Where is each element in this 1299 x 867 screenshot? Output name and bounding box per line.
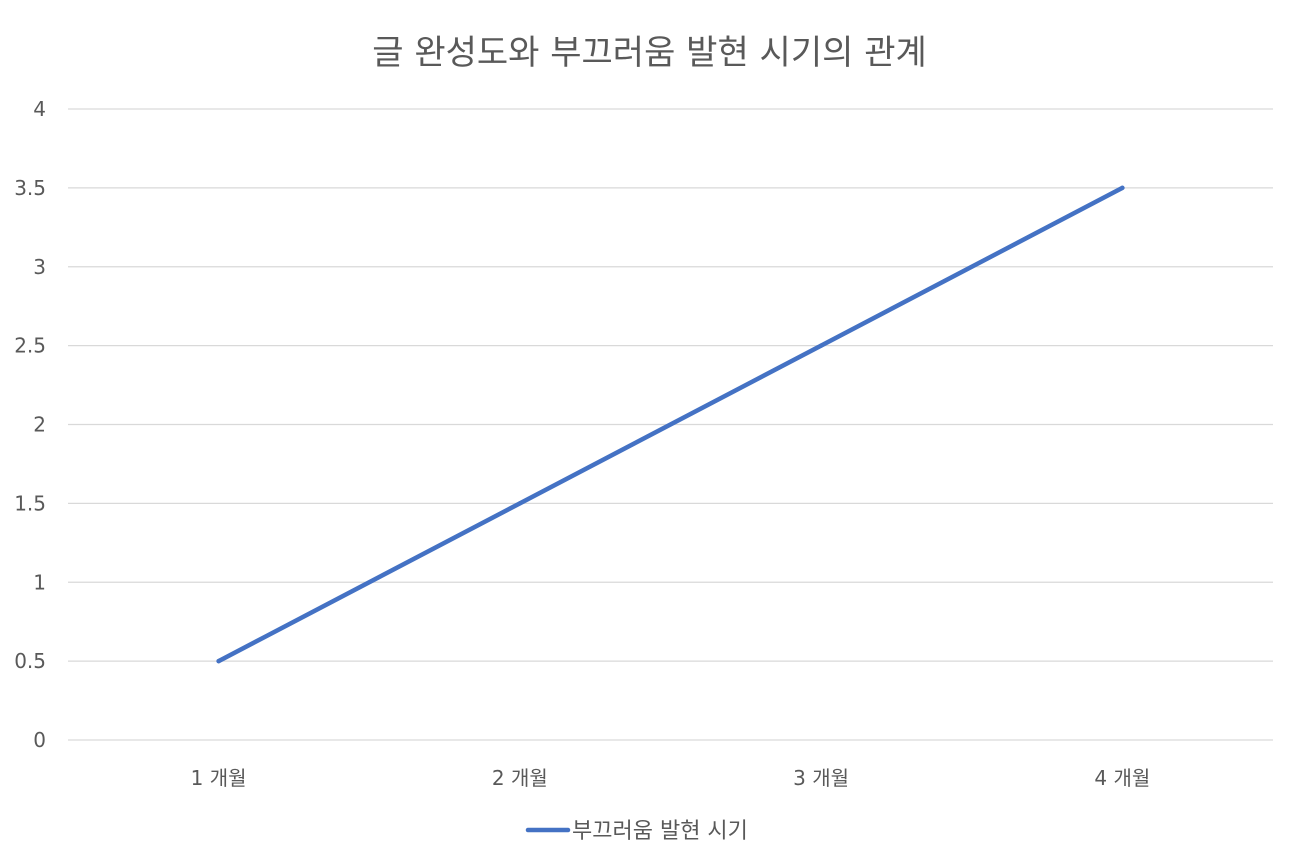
y-tick-label: 1.5: [14, 491, 46, 515]
y-tick-label: 3: [33, 255, 46, 279]
y-tick-label: 3.5: [14, 176, 46, 200]
x-tick-label: 3 개월: [793, 766, 849, 790]
x-tick-label: 2 개월: [492, 766, 548, 790]
data-point: [517, 501, 523, 506]
y-tick-label: 2.5: [14, 334, 46, 358]
y-tick-label: 2: [33, 413, 46, 437]
x-axis-tick-labels: 1 개월 2 개월 3 개월 4 개월: [191, 766, 1151, 790]
y-tick-label: 4: [33, 97, 46, 121]
data-point: [216, 658, 221, 664]
y-axis-tick-labels: 0 0.5 1 1.5 2 2.5 3 3.5 4: [14, 97, 46, 752]
y-tick-label: 1: [33, 570, 46, 594]
x-tick-label: 1 개월: [191, 766, 247, 790]
series-lines: [216, 185, 1125, 664]
chart-title: 글 완성도와 부끄러움 발현 시기의 관계: [372, 33, 927, 73]
y-tick-label: 0: [33, 728, 46, 752]
data-point: [1120, 185, 1125, 191]
legend-label: 부끄러움 발현 시기: [572, 819, 748, 844]
x-tick-label: 4 개월: [1094, 766, 1150, 790]
legend: 부끄러움 발현 시기: [525, 819, 748, 844]
y-tick-label: 0.5: [14, 649, 46, 673]
series-line: [216, 185, 1125, 664]
data-point: [818, 343, 824, 348]
